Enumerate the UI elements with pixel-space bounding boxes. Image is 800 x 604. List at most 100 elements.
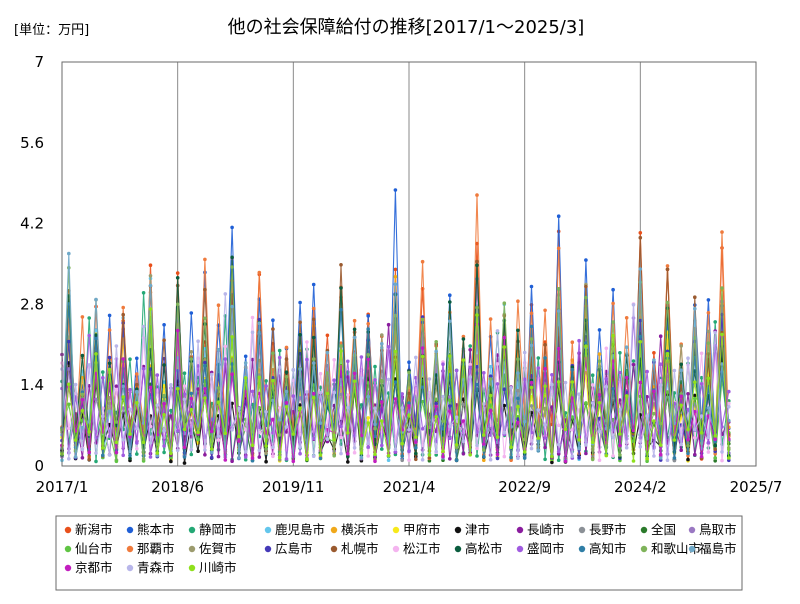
data-point	[448, 354, 452, 358]
data-point	[284, 357, 289, 361]
data-point	[713, 447, 717, 452]
data-point	[556, 442, 561, 447]
data-point	[488, 457, 493, 462]
data-point	[604, 384, 609, 389]
data-point	[230, 265, 234, 269]
data-point	[87, 384, 91, 388]
data-point	[135, 387, 139, 392]
data-point	[250, 330, 255, 335]
data-point	[169, 408, 173, 413]
data-point	[318, 456, 323, 461]
data-point	[448, 398, 452, 403]
legend-item: 新潟市	[64, 522, 113, 537]
data-point	[516, 420, 520, 425]
series-layer	[60, 188, 731, 465]
data-point	[107, 355, 112, 360]
data-point	[94, 336, 98, 341]
data-point	[121, 305, 125, 310]
data-point	[80, 315, 85, 319]
data-point	[475, 446, 479, 451]
data-point	[366, 353, 371, 357]
data-point	[665, 351, 670, 356]
data-point	[359, 451, 364, 455]
data-point	[699, 430, 704, 435]
data-point	[536, 436, 541, 440]
data-point	[169, 451, 173, 456]
data-point	[522, 450, 527, 454]
data-point	[713, 459, 717, 463]
data-point	[271, 318, 275, 323]
series-青森市	[60, 292, 731, 463]
legend-item: 川崎市	[188, 560, 237, 575]
data-point	[693, 396, 697, 401]
data-point	[543, 384, 547, 389]
legend-marker	[454, 545, 462, 553]
data-point	[706, 435, 711, 440]
data-point	[604, 377, 609, 381]
data-point	[720, 332, 724, 337]
data-point	[325, 333, 330, 338]
data-point	[427, 377, 432, 381]
data-point	[631, 359, 636, 363]
data-point	[672, 456, 677, 460]
legend-marker	[188, 564, 196, 572]
data-point	[332, 378, 337, 383]
data-point	[618, 398, 622, 402]
data-point	[454, 445, 459, 450]
data-point	[209, 447, 214, 451]
data-point	[107, 313, 112, 318]
legend-marker	[640, 526, 648, 534]
data-point	[658, 452, 663, 457]
data-point	[679, 448, 683, 453]
data-point	[332, 438, 337, 442]
data-point	[203, 257, 207, 262]
data-point	[427, 453, 432, 457]
data-point	[618, 432, 622, 436]
data-point	[128, 434, 132, 439]
data-point	[556, 346, 561, 351]
data-point	[216, 454, 221, 459]
data-point	[175, 302, 180, 307]
data-point	[624, 394, 629, 398]
data-point	[393, 274, 398, 279]
data-point	[393, 447, 398, 452]
data-point	[611, 454, 615, 458]
data-point	[182, 427, 187, 432]
data-point	[101, 446, 105, 450]
data-point	[727, 404, 731, 409]
data-point	[706, 341, 711, 345]
data-point	[570, 380, 575, 384]
data-point	[271, 376, 275, 380]
legend-marker	[392, 526, 400, 534]
data-point	[597, 389, 602, 394]
data-point	[638, 444, 643, 449]
data-point	[189, 391, 194, 396]
data-point	[216, 434, 221, 439]
data-point	[291, 394, 296, 398]
data-point	[87, 450, 91, 455]
data-point	[298, 451, 302, 456]
data-point	[693, 452, 697, 457]
data-point	[516, 357, 520, 362]
data-point	[73, 455, 78, 459]
data-point	[699, 375, 704, 380]
data-point	[380, 400, 384, 404]
data-point	[162, 401, 166, 406]
data-point	[284, 457, 289, 461]
data-point	[332, 390, 337, 395]
data-point	[80, 353, 85, 358]
data-point	[652, 411, 656, 416]
data-point	[475, 263, 479, 268]
data-point	[584, 341, 588, 345]
data-point	[94, 333, 98, 337]
data-point	[107, 367, 112, 372]
data-point	[203, 287, 207, 292]
data-point	[461, 337, 466, 341]
data-point	[475, 259, 479, 264]
legend-item: 高知市	[578, 541, 627, 556]
data-point	[135, 382, 139, 387]
data-point	[311, 361, 316, 365]
data-point	[182, 455, 187, 459]
data-point	[203, 363, 207, 368]
data-point	[237, 439, 241, 443]
